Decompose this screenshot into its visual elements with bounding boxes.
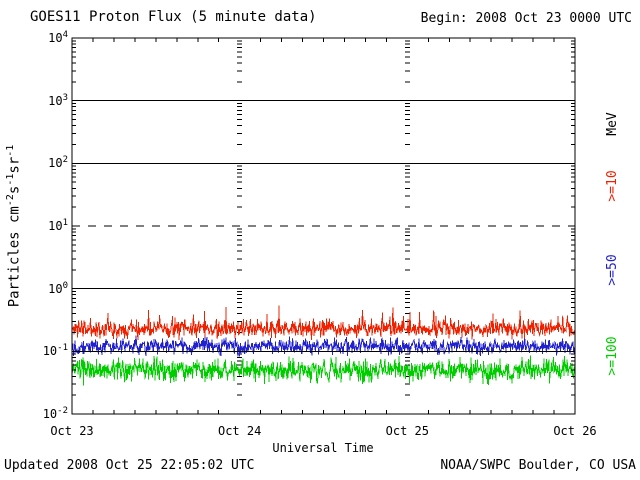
y-tick-label: 10-2 (42, 406, 68, 421)
y-axis-label: Particles cm-2s-1sr-1 (5, 144, 23, 308)
x-tick-label: Oct 24 (217, 424, 262, 438)
y-tick-label: 104 (48, 30, 68, 45)
source-attribution: NOAA/SWPC Boulder, CO USA (440, 458, 636, 473)
legend-label-gege10: >=10 (605, 170, 620, 202)
y-tick-label: 102 (48, 155, 68, 171)
chart-title: GOES11 Proton Flux (5 minute data) (30, 9, 317, 25)
x-tick-label: Oct 23 (50, 424, 94, 438)
x-axis-label: Universal Time (272, 441, 374, 455)
y-tick-label: 10-1 (42, 343, 68, 359)
updated-timestamp: Updated 2008 Oct 25 22:05:02 UTC (4, 458, 255, 473)
y-tick-label: 100 (48, 280, 68, 296)
x-tick-label: Oct 26 (553, 424, 597, 438)
begin-time-label: Begin: 2008 Oct 23 0000 UTC (420, 11, 632, 26)
y-tick-label: 101 (48, 218, 68, 233)
legend-label-gege50: >=50 (605, 254, 620, 286)
y-tick-label: 103 (48, 92, 68, 108)
legend-label-gege100: >=100 (605, 336, 620, 376)
x-tick-label: Oct 25 (385, 424, 429, 438)
